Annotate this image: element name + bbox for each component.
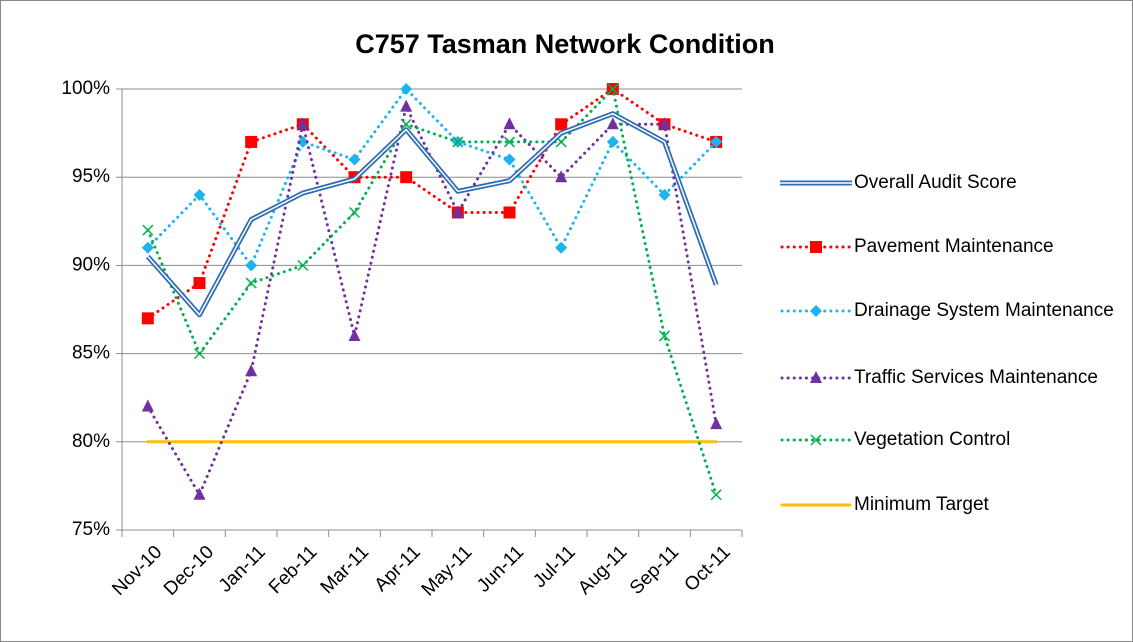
marker [193, 487, 206, 500]
legend-swatch [780, 180, 852, 186]
series-line [146, 87, 718, 320]
legend-item: Pavement Maintenance [778, 234, 1124, 260]
marker [658, 117, 671, 130]
marker [245, 364, 258, 377]
x-tick-label: Sep-11 [626, 542, 683, 599]
marker [810, 371, 822, 383]
x-tick-label: Jun-11 [473, 542, 528, 597]
x-tick-label: Nov-10 [108, 542, 166, 600]
x-tick-label: Jan-11 [215, 542, 270, 597]
marker [400, 99, 413, 112]
legend-swatch [780, 371, 852, 383]
y-tick-label: 95% [72, 166, 110, 187]
marker [658, 188, 671, 201]
x-tick-label: Oct-11 [681, 542, 735, 596]
series-line [146, 102, 718, 499]
legend-label: Vegetation Control [854, 429, 1011, 450]
marker [810, 241, 822, 253]
marker [141, 241, 154, 254]
marker [555, 170, 568, 183]
marker [142, 224, 154, 236]
x-tick-label: Apr-11 [371, 542, 425, 596]
y-tick-label: 80% [72, 431, 110, 452]
marker [141, 312, 154, 325]
marker [245, 259, 258, 272]
legend-item: Vegetation Control [778, 427, 1124, 453]
marker [710, 417, 723, 430]
marker [296, 135, 309, 148]
legend-swatch [780, 434, 852, 446]
series-line-inner [147, 112, 717, 316]
legend-label: Overall Audit Score [854, 172, 1017, 193]
marker [555, 241, 568, 254]
marker [503, 136, 516, 148]
marker [348, 153, 361, 166]
marker [193, 188, 206, 201]
marker [400, 83, 413, 95]
marker [245, 277, 257, 289]
legend-item: Traffic Services Maintenance [778, 365, 1124, 391]
x-tick-label: Aug-11 [574, 542, 631, 599]
chart-title: C757 Tasman Network Condition [355, 29, 775, 59]
marker [297, 259, 309, 271]
y-tick-label: 90% [72, 254, 110, 275]
marker [607, 83, 619, 95]
marker [606, 135, 619, 148]
marker [503, 117, 516, 130]
marker [452, 136, 464, 148]
legend-item: Overall Audit Score [778, 170, 1124, 196]
marker [710, 135, 723, 148]
legend-label: Traffic Services Maintenance [854, 367, 1098, 388]
x-tick-label: Dec-10 [160, 542, 218, 600]
x-tick-label: Mar-11 [317, 542, 373, 598]
series-line [146, 86, 718, 269]
marker [810, 434, 822, 446]
y-tick-label: 100% [61, 78, 110, 99]
marker [400, 171, 413, 184]
marker [710, 489, 722, 501]
y-tick-label: 75% [72, 519, 110, 540]
legend-item: Minimum Target [778, 492, 1124, 518]
marker [245, 135, 258, 148]
marker [193, 348, 206, 360]
marker [296, 117, 309, 130]
x-tick-label: May-11 [418, 542, 477, 601]
marker [451, 205, 464, 218]
marker [503, 153, 516, 166]
marker [503, 206, 516, 219]
x-tick-label: Feb-11 [265, 542, 321, 598]
legend-item: Drainage System Maintenance [778, 298, 1124, 324]
marker [400, 118, 412, 130]
legend-swatch [780, 503, 852, 507]
marker [141, 399, 154, 412]
series-line [146, 85, 718, 497]
legend-swatch [780, 241, 852, 253]
marker [193, 277, 206, 290]
marker [810, 305, 822, 317]
legend-label: Pavement Maintenance [854, 236, 1054, 257]
legend-label: Drainage System Maintenance [854, 300, 1114, 321]
marker [606, 117, 619, 130]
y-tick-label: 85% [72, 343, 110, 364]
legend-swatch [780, 305, 852, 317]
legend-label: Minimum Target [854, 494, 989, 515]
marker [555, 118, 568, 131]
marker [348, 206, 361, 219]
marker [658, 330, 671, 342]
marker [348, 328, 361, 341]
x-tick-label: Jul-11 [529, 542, 579, 592]
series-line [145, 111, 719, 318]
